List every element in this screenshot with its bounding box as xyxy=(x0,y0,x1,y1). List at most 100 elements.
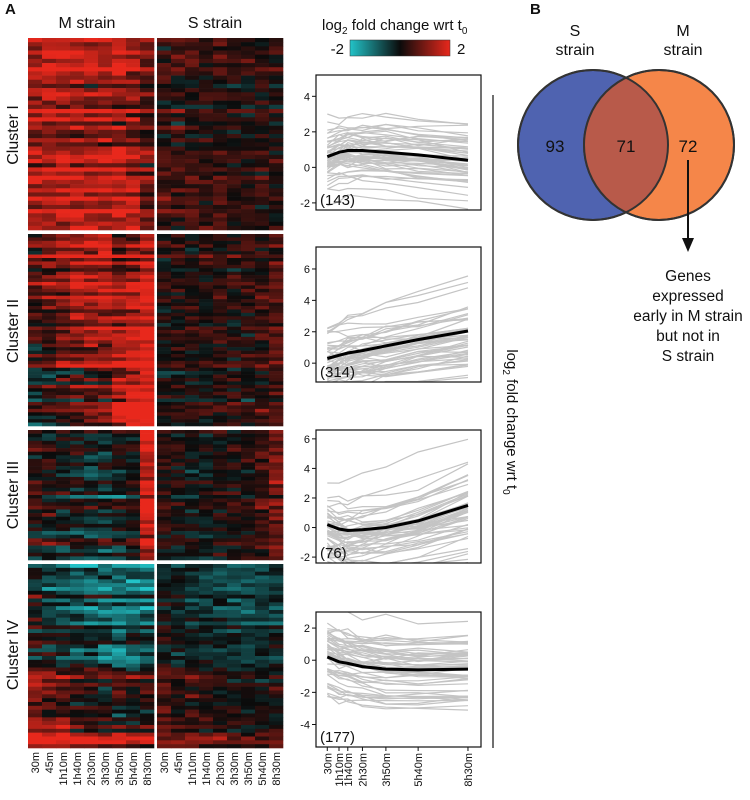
heatmap-cell xyxy=(241,476,256,481)
heatmap-cell xyxy=(28,721,43,726)
heatmap-cell xyxy=(157,458,172,463)
heatmap-cell xyxy=(199,237,214,242)
gene-line xyxy=(327,686,469,698)
heatmap-cell xyxy=(112,538,127,543)
heatmap-cell xyxy=(171,744,186,749)
heatmap-cell xyxy=(241,736,256,741)
heatmap-cell xyxy=(70,644,85,649)
panel-a-label: A xyxy=(5,1,16,18)
heatmap-cell xyxy=(157,299,172,303)
heatmap-cell xyxy=(241,217,256,222)
heatmap-cell xyxy=(56,458,71,463)
heatmap-cell xyxy=(157,292,172,297)
heatmap-cell xyxy=(157,415,172,420)
heatmap-cell xyxy=(42,648,57,653)
heatmap-cell xyxy=(84,192,99,197)
heatmap-cell xyxy=(126,422,141,427)
heatmap-cell xyxy=(269,587,284,592)
heatmap-cell xyxy=(227,466,242,471)
heatmap-cell xyxy=(227,108,242,114)
heatmap-cell xyxy=(255,412,270,417)
heatmap-cell xyxy=(70,354,85,358)
heatmap-cell xyxy=(213,71,228,76)
heatmap-cell xyxy=(98,594,113,599)
heatmap-cell xyxy=(28,96,43,101)
heatmap-cell xyxy=(157,495,172,499)
heatmap-cell xyxy=(213,636,228,641)
heatmap-cell xyxy=(269,221,284,227)
heatmap-cell xyxy=(171,564,186,569)
heatmap-cell xyxy=(199,402,214,406)
heatmap-cell xyxy=(269,204,284,210)
heatmap-cell xyxy=(227,444,242,449)
heatmap-cell xyxy=(126,451,141,456)
heatmap-cell xyxy=(227,656,242,661)
heatmap-cell xyxy=(213,549,228,554)
y-tick-label: -2 xyxy=(300,198,310,210)
heatmap-cell xyxy=(227,451,242,456)
heatmap-cell xyxy=(157,213,172,218)
heatmap-cell xyxy=(84,505,99,510)
heatmap-cell xyxy=(255,405,270,410)
heatmap-cell xyxy=(213,709,228,714)
gene-line xyxy=(327,474,469,514)
heatmap-cell xyxy=(42,79,57,85)
heatmap-cell xyxy=(28,480,43,485)
heatmap-cell xyxy=(213,150,228,156)
heatmap-cell xyxy=(241,134,256,139)
heatmap-cell xyxy=(126,50,141,55)
heatmap-cell xyxy=(84,299,99,303)
heatmap-cell xyxy=(171,146,186,151)
heatmap-cell xyxy=(255,469,270,474)
heatmap-cell xyxy=(255,480,270,485)
heatmap-cell xyxy=(255,388,270,393)
heatmap-cell xyxy=(42,538,57,543)
heatmap-cell xyxy=(269,268,284,273)
heatmap-cell xyxy=(185,299,200,303)
heatmap-cell xyxy=(157,412,172,417)
heatmap-cell xyxy=(112,264,127,269)
heatmap-cell xyxy=(269,534,284,539)
heatmap-cell xyxy=(241,75,256,81)
heatmap-cell xyxy=(84,391,99,396)
y-tick-label: 2 xyxy=(304,127,310,139)
heatmap-cell xyxy=(227,594,242,599)
heatmap-cell xyxy=(140,495,155,499)
heatmap-cell xyxy=(56,46,71,51)
heatmap-cell xyxy=(171,709,186,714)
heatmap-cell xyxy=(112,520,127,525)
heatmap-cell xyxy=(112,121,127,126)
heatmap-cell xyxy=(199,234,214,238)
heatmap-cell xyxy=(269,384,284,389)
heatmap-cell xyxy=(171,725,186,730)
heatmap-cell xyxy=(140,587,155,592)
heatmap-cell xyxy=(227,513,242,517)
heatmap-cell xyxy=(157,564,172,569)
heatmap-cell xyxy=(185,484,200,489)
heatmap-cell xyxy=(213,188,228,193)
heatmap-cell xyxy=(140,652,155,657)
heatmap-cell xyxy=(185,644,200,649)
heatmap-cell xyxy=(241,644,256,649)
heatmap-cell xyxy=(56,326,71,331)
heatmap-cell xyxy=(171,520,186,525)
heatmap-cell xyxy=(227,598,242,603)
heatmap-cell xyxy=(70,179,85,185)
heatmap-cell xyxy=(199,100,214,106)
heatmap-cell xyxy=(28,83,43,89)
heatmap-cell xyxy=(255,381,270,386)
heatmap-cell xyxy=(241,671,256,676)
heatmap-cell xyxy=(126,430,141,434)
heatmap-cell xyxy=(227,354,242,358)
heatmap-cell xyxy=(56,545,71,550)
heatmap-cell xyxy=(157,319,172,324)
heatmap-cell xyxy=(171,498,186,503)
heatmap-cell xyxy=(70,621,85,626)
heatmap-cell xyxy=(98,587,113,592)
heatmap-cell xyxy=(171,415,186,420)
heatmap-cell xyxy=(98,740,113,745)
heatmap-cell xyxy=(126,364,141,369)
heatmap-cell xyxy=(70,509,85,514)
heatmap-cell xyxy=(185,184,200,189)
heatmap-cell xyxy=(140,391,155,396)
